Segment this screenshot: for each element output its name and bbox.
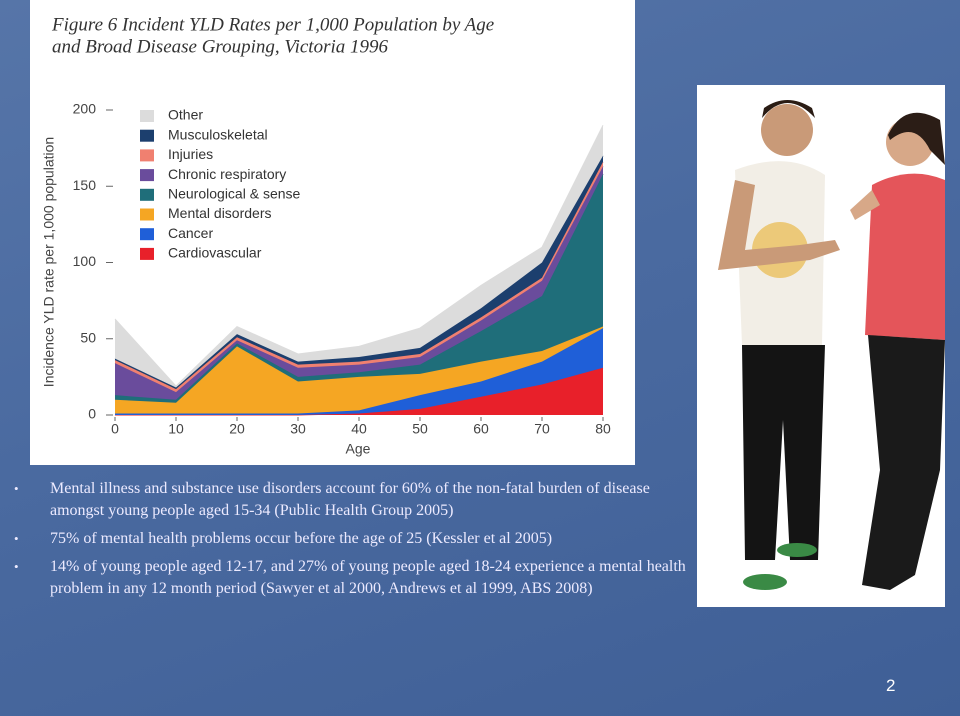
legend-swatch	[140, 228, 154, 241]
photo	[697, 85, 945, 607]
y-tick-label: 50	[80, 329, 96, 345]
legend-label: Musculoskeletal	[168, 126, 268, 142]
legend-label: Other	[168, 107, 203, 123]
legend-swatch	[140, 169, 154, 182]
area-fill	[115, 174, 603, 403]
legend-label: Cancer	[168, 225, 213, 241]
area-fill	[115, 367, 603, 415]
legend-label: Chronic respiratory	[168, 166, 286, 182]
x-tick-label: 50	[412, 421, 428, 437]
x-axis-label: Age	[346, 441, 371, 457]
y-tick-label: 200	[73, 101, 97, 117]
x-tick-label: 20	[229, 421, 245, 437]
bullet: 75% of mental health problems occur befo…	[14, 528, 694, 550]
x-tick-label: 70	[534, 421, 550, 437]
chart-title: and Broad Disease Grouping, Victoria 199…	[52, 36, 388, 57]
legend-label: Neurological & sense	[168, 186, 301, 202]
bullet-list: Mental illness and substance use disorde…	[14, 478, 694, 606]
x-tick-label: 10	[168, 421, 184, 437]
y-tick-label: 150	[73, 177, 97, 193]
legend-swatch	[140, 149, 154, 162]
legend-swatch	[140, 110, 154, 122]
legend-swatch	[140, 129, 154, 142]
y-axis-label: Incidence YLD rate per 1,000 population	[41, 137, 57, 387]
chart-title: Figure 6 Incident YLD Rates per 1,000 Po…	[51, 14, 494, 35]
legend-label: Injuries	[168, 146, 213, 162]
legend-label: Mental disorders	[168, 205, 272, 221]
area-fill	[115, 326, 603, 414]
x-tick-label: 0	[111, 421, 119, 437]
x-tick-label: 40	[351, 421, 367, 437]
legend-swatch	[140, 188, 154, 201]
slide-number: 2	[886, 676, 896, 695]
legend-swatch	[140, 247, 154, 260]
bullet: Mental illness and substance use disorde…	[14, 478, 694, 522]
y-tick-label: 100	[73, 253, 97, 269]
x-tick-label: 60	[473, 421, 489, 437]
x-tick-label: 80	[595, 421, 611, 437]
area-fill	[115, 166, 603, 400]
y-tick-label: 0	[88, 406, 96, 422]
area-edge	[114, 125, 604, 387]
legend-label: Cardiovascular	[168, 245, 262, 261]
legend-swatch	[140, 208, 154, 221]
area-fill	[115, 328, 603, 415]
bullet: 14% of young people aged 12-17, and 27% …	[14, 556, 694, 600]
x-tick-label: 30	[290, 421, 306, 437]
